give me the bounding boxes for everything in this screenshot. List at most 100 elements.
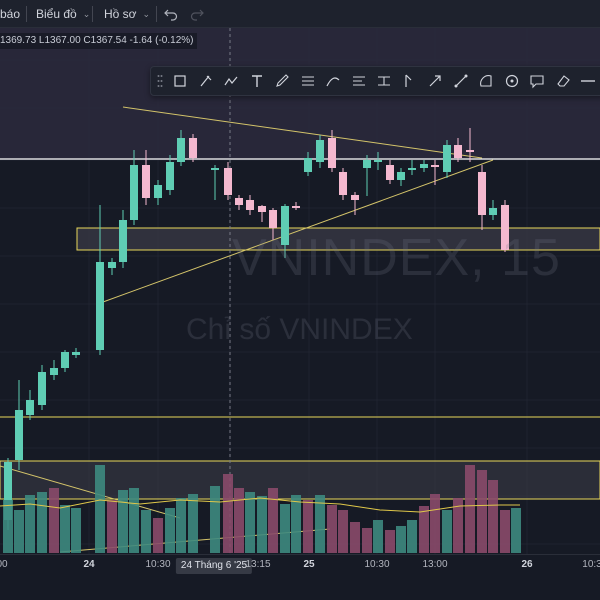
chevron-down-icon: ⌄ bbox=[142, 9, 151, 19]
crosshair-time-label: 24 Tháng 6 '25 bbox=[175, 558, 253, 574]
candle-body bbox=[26, 400, 34, 415]
candle-body bbox=[224, 168, 232, 195]
candle-body bbox=[154, 185, 162, 198]
time-label: 25 bbox=[303, 559, 315, 570]
price-chart[interactable] bbox=[0, 28, 600, 600]
volume-bar bbox=[419, 506, 429, 553]
candle-body bbox=[501, 205, 509, 250]
measure-range-tool-button[interactable] bbox=[373, 70, 395, 92]
time-label: 10:30 bbox=[364, 559, 390, 570]
volume-ma-line bbox=[0, 497, 520, 513]
candle-body bbox=[466, 150, 474, 152]
candle-body bbox=[50, 368, 58, 375]
volume-bar bbox=[71, 508, 81, 553]
profile-menu[interactable]: Hồ sơ ⌄ bbox=[104, 0, 150, 28]
candle-body bbox=[246, 200, 254, 210]
candle-body bbox=[328, 138, 336, 168]
pencil-tool-button[interactable] bbox=[271, 70, 293, 92]
support-zone bbox=[0, 460, 600, 500]
candle-body bbox=[304, 158, 312, 172]
time-axis[interactable]: 00 24 10:30 24 Tháng 6 '25 13:15 25 10:3… bbox=[0, 554, 600, 600]
path-tool-button[interactable] bbox=[220, 70, 242, 92]
ohlc-legend: 1369.73 L1367.00 C1367.54 -1.64 (-0.12%) bbox=[0, 33, 198, 49]
long-position-tool-button[interactable] bbox=[399, 70, 421, 92]
candle-body bbox=[142, 165, 150, 198]
candle-body bbox=[386, 165, 394, 180]
pencil-icon bbox=[276, 74, 289, 87]
eraser-icon bbox=[556, 75, 570, 87]
volume-bar bbox=[176, 498, 186, 553]
volume-bar bbox=[350, 522, 360, 553]
candle-body bbox=[478, 172, 486, 215]
path-icon bbox=[224, 76, 238, 86]
volume-bar bbox=[210, 486, 220, 553]
candle-body bbox=[269, 210, 277, 228]
brush-tool-button[interactable] bbox=[195, 70, 217, 92]
toolbar-divider bbox=[26, 6, 27, 22]
time-label: 00 bbox=[0, 559, 8, 570]
candle-body bbox=[489, 208, 497, 215]
candle-body bbox=[72, 352, 80, 355]
volume-bar bbox=[3, 500, 13, 553]
fib-retracement-tool-button[interactable] bbox=[297, 70, 319, 92]
candle-body bbox=[15, 410, 23, 460]
long-position-icon bbox=[404, 74, 411, 87]
candle-body bbox=[443, 145, 451, 172]
time-label: 26 bbox=[521, 559, 533, 570]
time-label: 10:30 bbox=[145, 559, 171, 570]
candle-body bbox=[38, 372, 46, 405]
eraser-tool-button[interactable] bbox=[552, 70, 574, 92]
comment-icon bbox=[530, 75, 544, 89]
candle-body bbox=[211, 168, 219, 170]
comment-tool-button[interactable] bbox=[526, 70, 548, 92]
volume-bar bbox=[477, 470, 487, 553]
arc-icon bbox=[505, 74, 518, 88]
volume-bar bbox=[442, 510, 452, 553]
text-icon bbox=[251, 75, 262, 87]
measure-tool-button[interactable] bbox=[348, 70, 370, 92]
curve-icon bbox=[326, 77, 340, 87]
trend-line bbox=[122, 106, 483, 159]
candle-body bbox=[61, 352, 69, 368]
candle-body bbox=[189, 138, 197, 158]
volume-bar bbox=[338, 510, 348, 553]
symbol-watermark: VNINDEX, 15 bbox=[232, 229, 561, 287]
top-toolbar: báo Biểu đồ ⌄ Hồ sơ ⌄ bbox=[0, 0, 600, 28]
volume-bar bbox=[268, 488, 278, 553]
arc-tool-button[interactable] bbox=[501, 70, 523, 92]
redo-icon bbox=[190, 9, 204, 21]
curve-tool-button[interactable] bbox=[322, 70, 344, 92]
candle-body bbox=[339, 172, 347, 195]
volume-bar bbox=[430, 494, 440, 553]
candle-body bbox=[397, 172, 405, 180]
volume-bar bbox=[511, 508, 521, 553]
chart-menu[interactable]: Biểu đồ ⌄ bbox=[36, 0, 90, 28]
measure-icon bbox=[352, 76, 365, 86]
volume-bar bbox=[223, 474, 233, 553]
line-style-tool-button[interactable] bbox=[577, 70, 599, 92]
arrow-tool-button[interactable] bbox=[424, 70, 446, 92]
text-tool-button[interactable] bbox=[246, 70, 268, 92]
candle-body bbox=[431, 165, 439, 167]
candle-body bbox=[316, 140, 324, 162]
candle-body bbox=[281, 206, 289, 245]
arrow-icon bbox=[429, 75, 441, 87]
volume-bar bbox=[373, 520, 383, 553]
rectangle-tool-button[interactable] bbox=[169, 70, 191, 92]
undo-button[interactable] bbox=[164, 0, 180, 28]
candle-body bbox=[420, 164, 428, 168]
volume-bar bbox=[407, 520, 417, 553]
candle-body bbox=[351, 195, 359, 200]
redo-button[interactable] bbox=[190, 0, 206, 28]
alert-menu-label: báo bbox=[0, 7, 21, 21]
volume-bar bbox=[165, 508, 175, 553]
alert-menu[interactable]: báo bbox=[0, 0, 20, 28]
profile-menu-label: Hồ sơ bbox=[104, 7, 137, 21]
volume-bar bbox=[362, 528, 372, 553]
ruler-tool-button[interactable] bbox=[450, 70, 472, 92]
toolbar-divider bbox=[156, 6, 157, 22]
chart-pane[interactable] bbox=[0, 28, 600, 600]
volume-bar bbox=[234, 488, 244, 553]
drag-handle-icon[interactable] bbox=[157, 74, 163, 88]
circle-tool-button[interactable] bbox=[475, 70, 497, 92]
